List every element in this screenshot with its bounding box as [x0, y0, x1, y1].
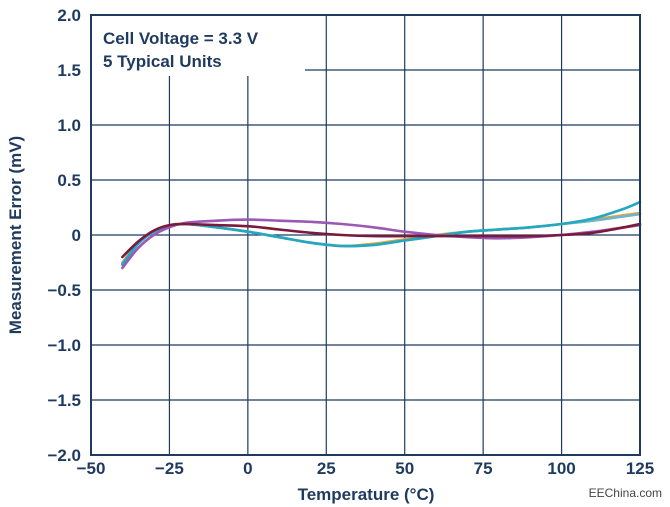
x-tick-label: −25 — [155, 459, 184, 478]
x-tick-label: 50 — [395, 459, 414, 478]
y-tick-labels: 2.0 1.5 1.0 0.5 0 −0.5 −1.0 −1.5 −2.0 — [47, 6, 81, 465]
x-tick-label: 125 — [626, 459, 654, 478]
y-tick-label: −1.0 — [47, 336, 81, 355]
y-tick-label: −0.5 — [47, 281, 81, 300]
x-tick-label: 75 — [474, 459, 493, 478]
series-lines — [121, 200, 642, 270]
y-tick-label: 1.0 — [57, 116, 81, 135]
y-tick-label: 1.5 — [57, 61, 81, 80]
x-tick-label: 0 — [243, 459, 252, 478]
y-tick-label: 0 — [72, 226, 81, 245]
y-tick-label: −2.0 — [47, 446, 81, 465]
plot-frame — [90, 14, 641, 456]
annotation-cell-voltage: Cell Voltage = 3.3 V — [103, 29, 259, 48]
y-tick-label: 2.0 — [57, 6, 81, 25]
y-axis-title: Measurement Error (mV) — [6, 136, 25, 334]
x-tick-label: 100 — [547, 459, 575, 478]
x-tick-labels: −50 −25 0 25 50 75 100 125 — [77, 459, 655, 478]
series-line-5 — [121, 222, 642, 259]
y-tick-label: −1.5 — [47, 391, 81, 410]
annotation-typical-units: 5 Typical Units — [103, 52, 222, 71]
y-tick-label: 0.5 — [57, 171, 81, 190]
watermark: EEChina.com — [589, 486, 662, 500]
annotation-box — [90, 16, 305, 76]
x-tick-label: 25 — [317, 459, 336, 478]
x-tick-label: −50 — [77, 459, 106, 478]
x-axis-title: Temperature (°C) — [298, 485, 435, 504]
